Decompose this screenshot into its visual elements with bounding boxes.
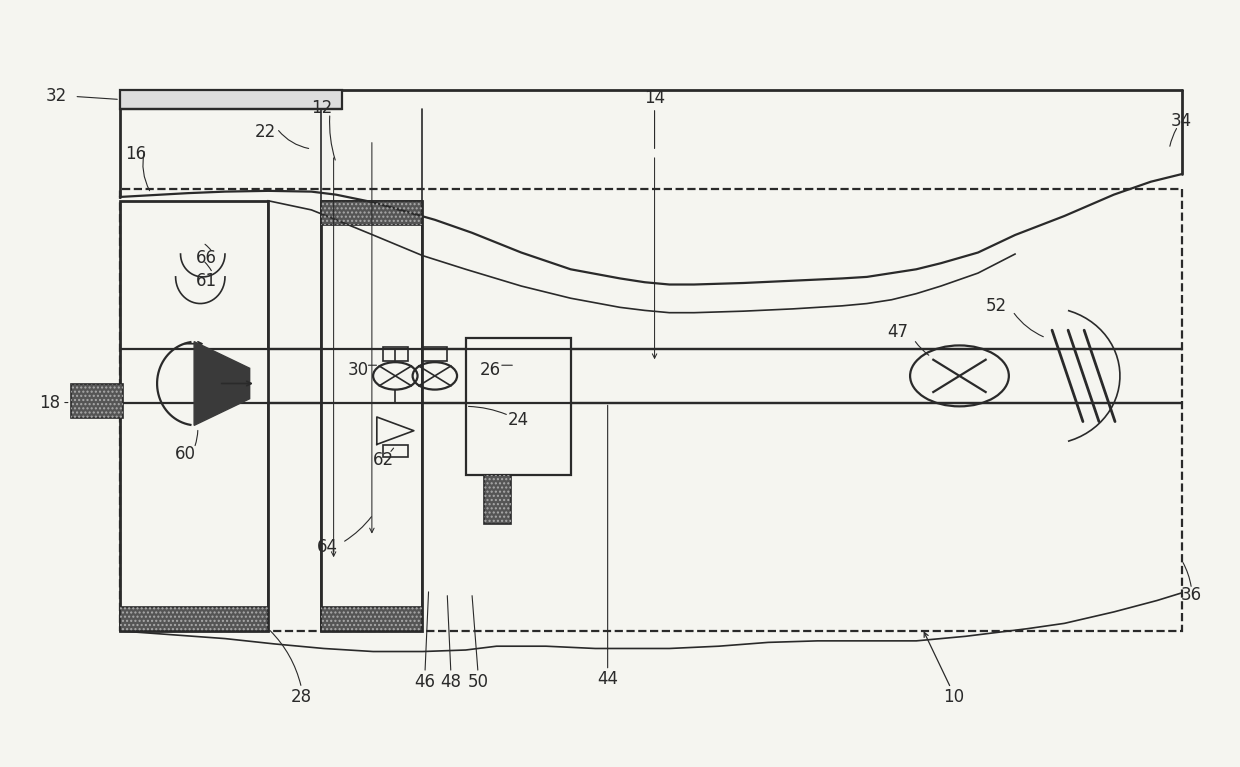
Text: 26: 26	[480, 360, 501, 379]
Bar	[321, 201, 423, 225]
Text: 36: 36	[1180, 586, 1202, 604]
Bar	[120, 607, 268, 631]
Text: 61: 61	[196, 272, 217, 290]
Bar	[120, 91, 342, 110]
Bar	[423, 347, 448, 360]
Text: 18: 18	[40, 393, 61, 412]
Bar	[383, 445, 408, 457]
Bar	[120, 607, 268, 631]
Text: 16: 16	[125, 144, 146, 163]
Text: 10: 10	[942, 688, 963, 706]
Bar	[321, 201, 423, 225]
Text: 34: 34	[1171, 112, 1192, 130]
Text: 66: 66	[196, 249, 217, 267]
Polygon shape	[195, 341, 249, 426]
Text: 46: 46	[414, 673, 435, 691]
Bar	[71, 384, 123, 418]
Bar	[321, 607, 423, 631]
Bar	[321, 607, 423, 631]
Text: 52: 52	[986, 297, 1007, 314]
Bar	[120, 201, 268, 631]
Text: 32: 32	[45, 87, 67, 105]
Text: 64: 64	[317, 538, 339, 556]
Text: 12: 12	[311, 99, 332, 117]
Text: 22: 22	[255, 123, 277, 141]
Bar	[466, 337, 570, 475]
Text: 44: 44	[598, 670, 619, 688]
Text: 28: 28	[291, 688, 312, 706]
Text: 60: 60	[175, 445, 196, 463]
Bar	[120, 189, 1182, 631]
Bar	[321, 201, 423, 631]
Bar	[71, 384, 123, 418]
Text: 24: 24	[508, 411, 529, 429]
Text: 50: 50	[467, 673, 489, 691]
Text: 30: 30	[347, 360, 368, 379]
Text: 62: 62	[372, 451, 393, 469]
Bar	[484, 475, 511, 525]
Text: 14: 14	[644, 89, 665, 107]
Text: 48: 48	[440, 673, 461, 691]
Bar	[484, 475, 511, 525]
Text: 47: 47	[888, 323, 908, 341]
Bar	[383, 347, 408, 360]
